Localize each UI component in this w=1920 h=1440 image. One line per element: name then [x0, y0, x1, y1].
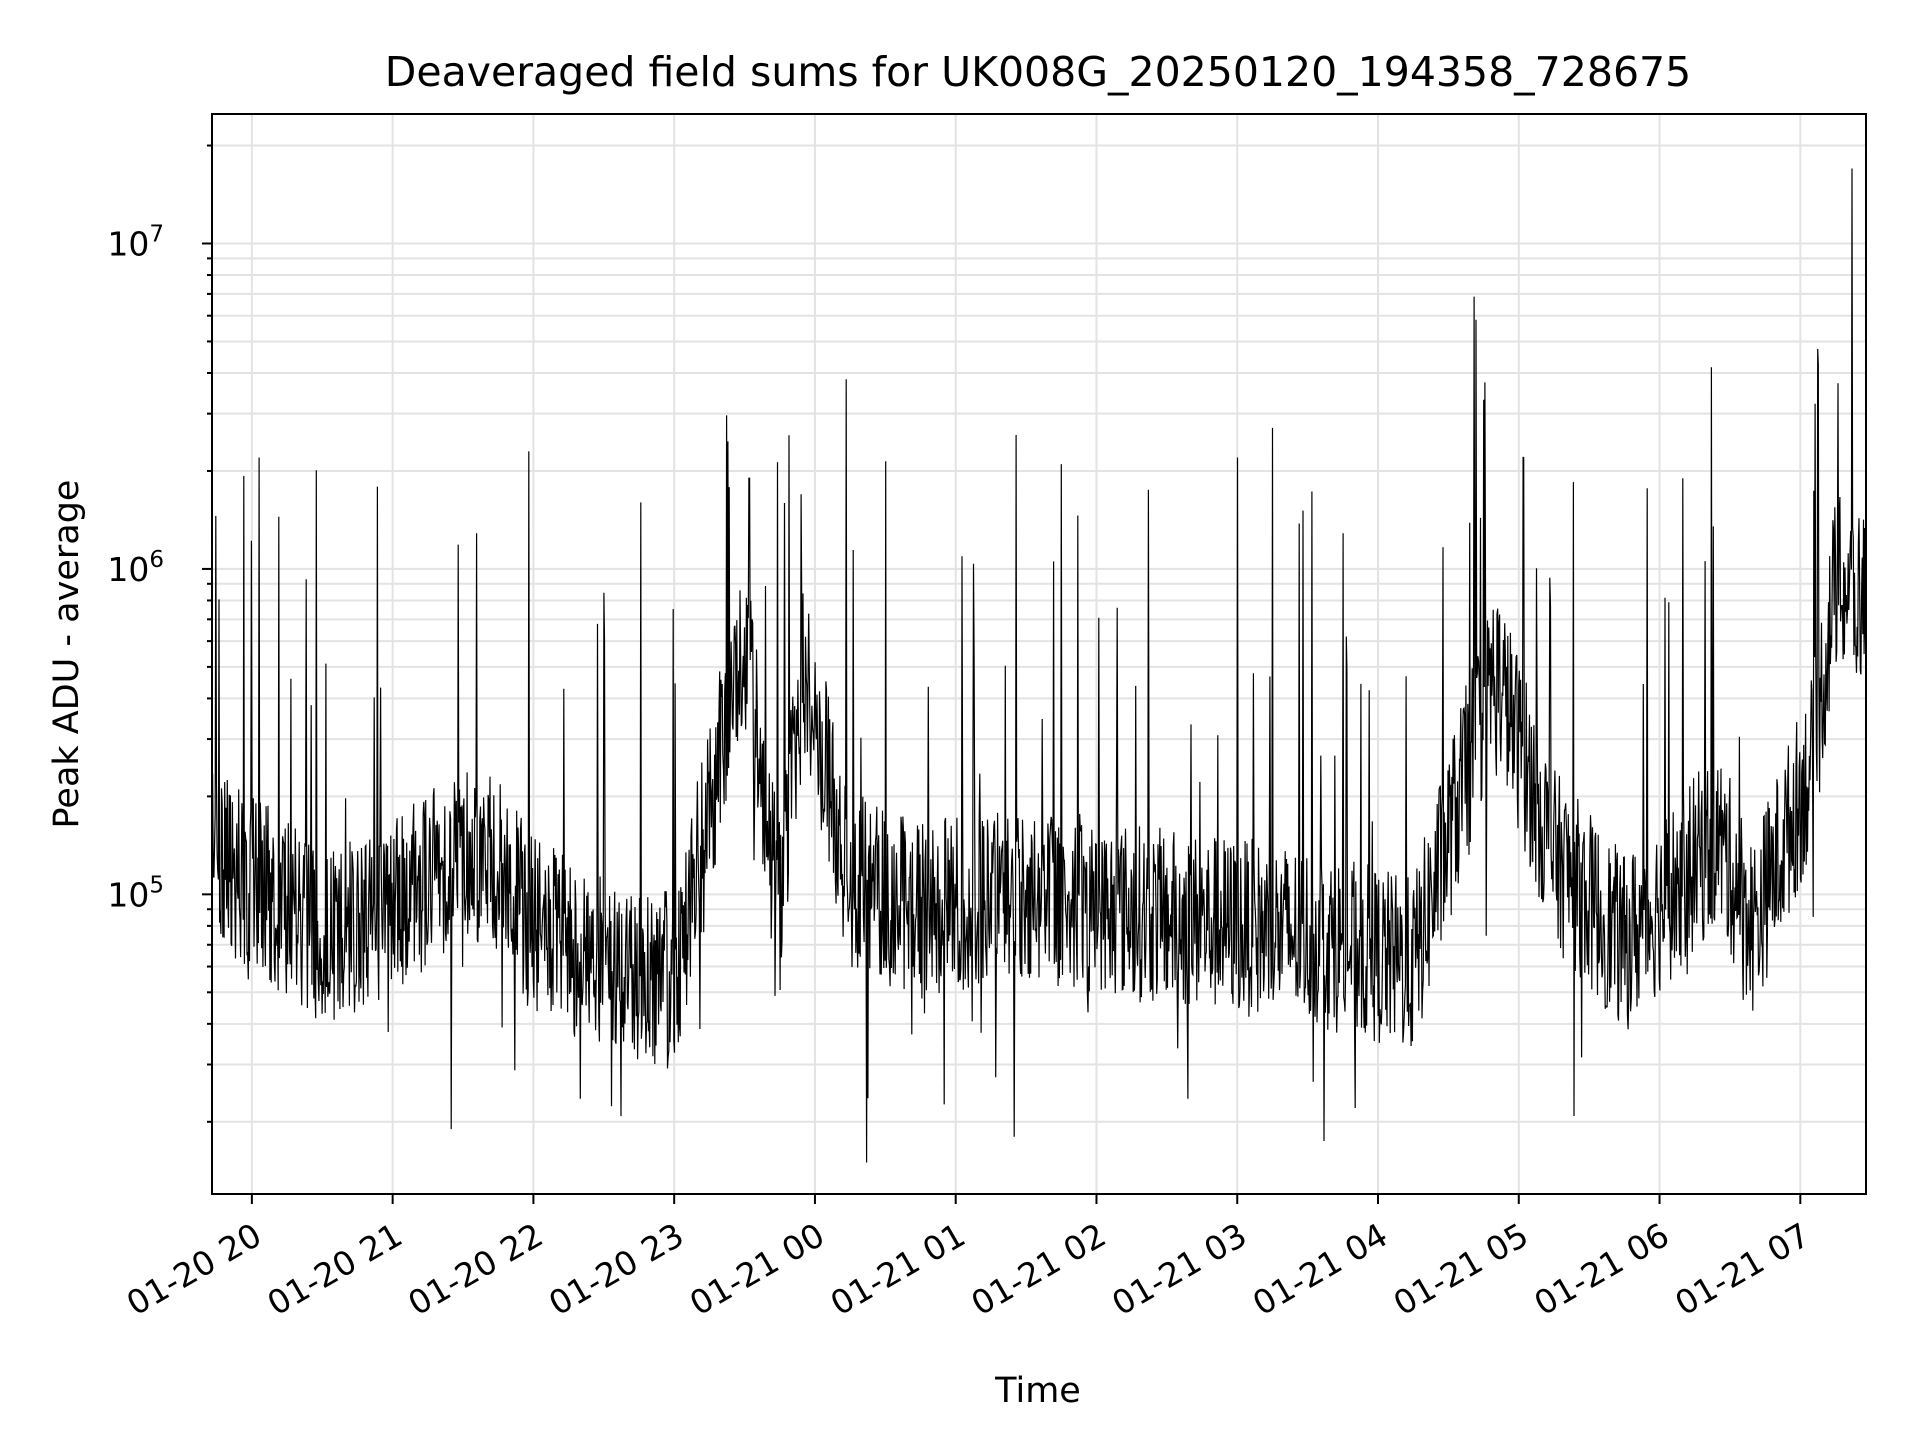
y-tick-label-base: 10	[107, 875, 149, 914]
y-tick-label-exponent: 6	[149, 547, 164, 573]
y-tick-label-base: 10	[107, 550, 149, 589]
y-tick-label-exponent: 7	[149, 221, 164, 247]
y-tick-label: 105	[107, 872, 164, 914]
grid-lines	[212, 114, 1866, 1194]
series-line-peak-adu	[211, 168, 1867, 1163]
x-axis-label: Time	[994, 1371, 1081, 1411]
y-tick-label-base: 10	[107, 224, 149, 263]
y-tick-label-exponent: 5	[149, 872, 164, 898]
series-group	[211, 168, 1867, 1163]
y-axis-label: Peak ADU - average	[47, 480, 87, 829]
y-tick-label: 106	[107, 547, 164, 589]
y-tick-label: 107	[107, 221, 164, 263]
plot-frame	[211, 113, 1867, 1195]
chart-title: Deaveraged field sums for UK008G_2025012…	[385, 48, 1691, 96]
